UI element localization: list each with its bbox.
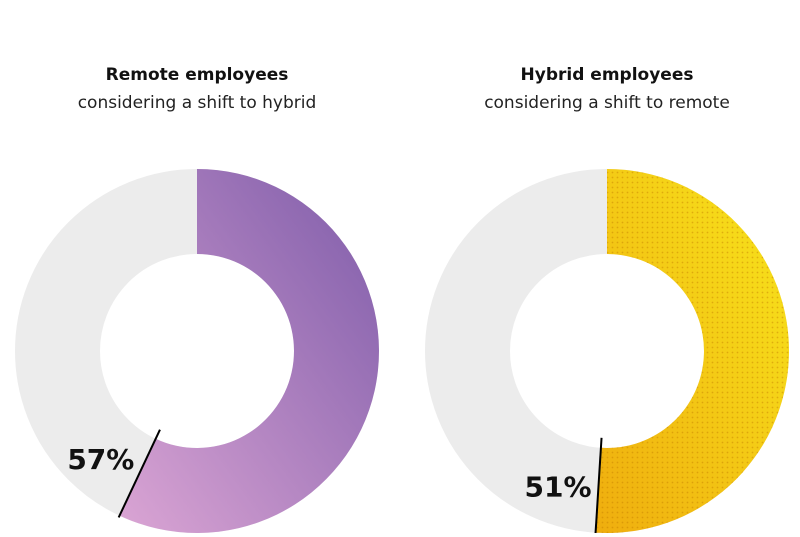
value-label: 57% (67, 443, 134, 476)
chart-title: Remote employees (106, 65, 289, 85)
chart-title: Hybrid employees (521, 65, 694, 85)
segment-pattern (595, 169, 789, 533)
chart-subtitle: considering a shift to hybrid (78, 93, 317, 113)
separator-line (117, 429, 161, 518)
segment-group (119, 169, 379, 533)
segment-group (595, 169, 789, 533)
donut-segment (119, 169, 379, 533)
separator-line (594, 437, 603, 535)
chart-subtitle: considering a shift to remote (484, 93, 730, 113)
value-label: 51% (525, 471, 592, 504)
